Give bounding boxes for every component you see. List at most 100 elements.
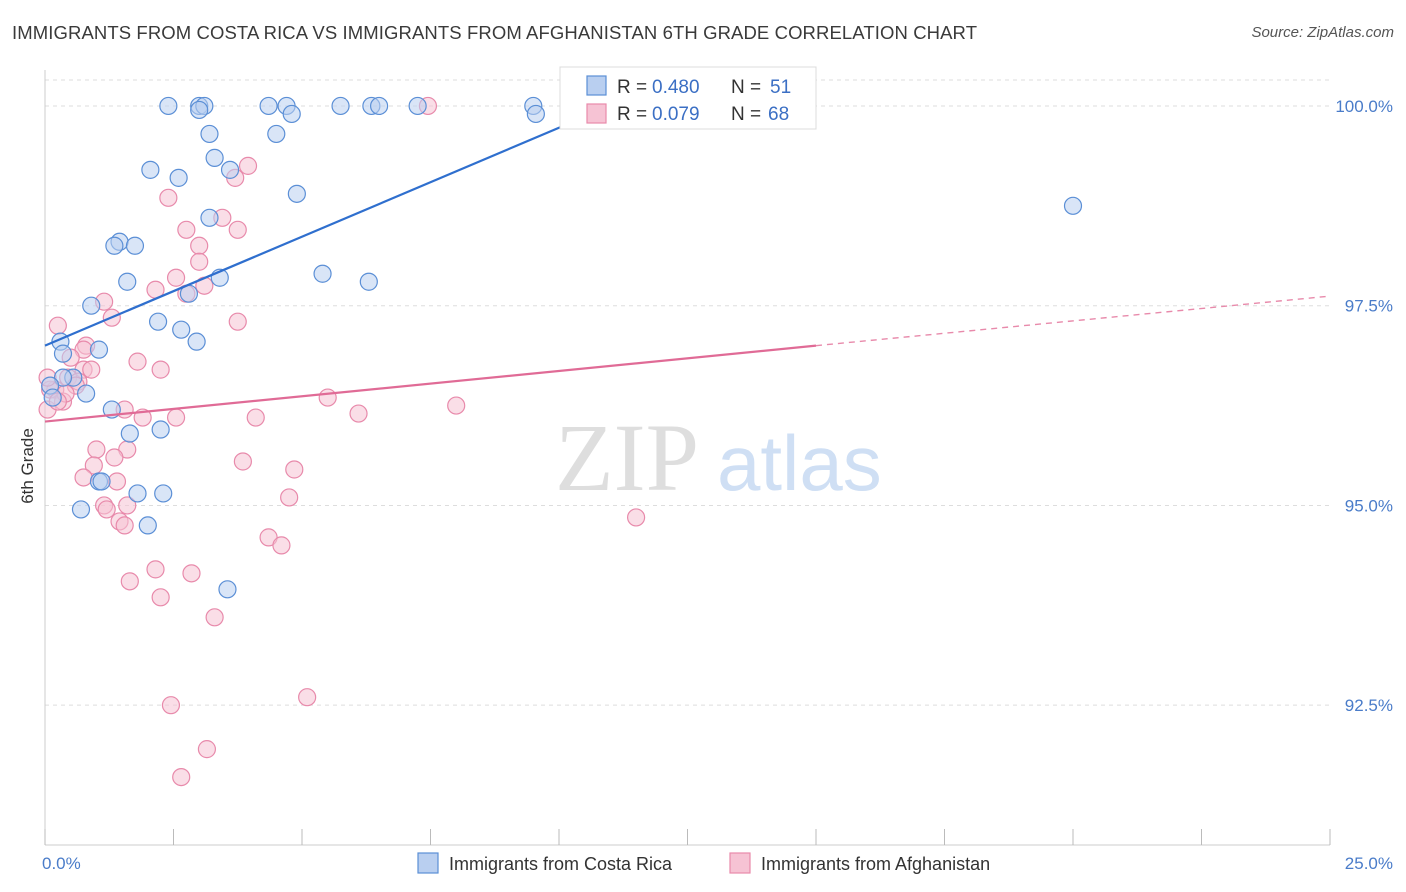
costa-rica-point — [359, 272, 378, 291]
legend-swatch-pink — [586, 103, 607, 124]
afghanistan-point — [146, 560, 165, 579]
afghanistan-point — [87, 440, 106, 459]
afghanistan-point — [82, 360, 101, 379]
costa-rica-point — [370, 96, 389, 116]
bottom-legend-swatch-pink — [729, 852, 751, 874]
costa-rica-point — [187, 332, 206, 351]
legend-r-value-1: 0.480 — [652, 77, 700, 98]
watermark-zip: ZIP — [555, 404, 699, 511]
costa-rica-point — [125, 236, 145, 255]
costa-rica-point — [200, 208, 219, 227]
afghanistan-point — [161, 696, 181, 715]
costa-rica-point — [313, 264, 332, 283]
costa-rica-point — [141, 160, 160, 179]
legend-r-value-2: 0.079 — [652, 104, 700, 125]
afghanistan-point — [447, 396, 466, 415]
costa-rica-point — [92, 472, 111, 491]
afghanistan-point — [205, 608, 224, 627]
afghanistan-point — [166, 268, 186, 287]
afghanistan-point — [177, 220, 196, 239]
costa-rica-point — [259, 96, 278, 116]
afghanistan-point — [128, 352, 147, 371]
costa-rica-point — [331, 96, 350, 116]
y-tick-label: 95.0% — [1345, 496, 1393, 515]
costa-rica-point — [77, 384, 96, 403]
afghanistan-point — [190, 252, 209, 271]
afghanistan-trend-extension — [815, 295, 1331, 347]
afghanistan-point — [105, 448, 124, 467]
legend-r-label-1: R = — [617, 77, 647, 98]
x-tick-label-min: 0.0% — [42, 854, 81, 873]
costa-rica-point — [128, 484, 147, 503]
costa-rica-point — [205, 148, 224, 167]
costa-rica-trend-line — [44, 104, 611, 347]
trend-lines — [44, 104, 1331, 423]
afghanistan-point — [280, 488, 299, 507]
costa-rica-point — [408, 96, 427, 116]
afghanistan-point — [318, 388, 337, 407]
costa-rica-point — [172, 320, 191, 339]
bottom-legend: Immigrants from Costa Rica Immigrants fr… — [417, 852, 990, 874]
costa-rica-points — [41, 96, 1083, 599]
afghanistan-point — [48, 316, 67, 335]
y-tick-labels: 92.5% 95.0% 97.5% 100.0% — [1335, 97, 1393, 715]
afghanistan-point — [238, 156, 258, 175]
afghanistan-point — [115, 516, 134, 535]
afghanistan-point — [272, 536, 291, 555]
afghanistan-point — [166, 408, 186, 427]
costa-rica-point — [71, 500, 91, 519]
afghanistan-point — [107, 472, 127, 491]
costa-rica-point — [169, 168, 188, 187]
bottom-legend-afghanistan: Immigrants from Afghanistan — [761, 854, 990, 874]
costa-rica-point — [154, 484, 173, 503]
afghanistan-point — [626, 508, 646, 527]
afghanistan-point — [151, 588, 170, 607]
costa-rica-point — [282, 104, 301, 124]
afghanistan-point — [151, 360, 170, 379]
legend-box: R = 0.480 N = 51 R = 0.079 N = 68 — [559, 66, 817, 130]
costa-rica-point — [220, 160, 240, 179]
costa-rica-point — [105, 236, 124, 255]
y-axis-label: 6th Grade — [18, 428, 37, 504]
afghanistan-point — [172, 767, 191, 787]
legend-n-value-2: 68 — [768, 104, 789, 125]
legend-n-label-1: N = — [731, 77, 761, 98]
costa-rica-point — [267, 124, 286, 144]
afghanistan-point — [197, 740, 217, 759]
source-label: Source: ZipAtlas.com — [1251, 24, 1394, 41]
costa-rica-point — [138, 516, 157, 535]
afghanistan-point — [228, 312, 247, 331]
afghanistan-point — [118, 496, 137, 515]
costa-rica-point — [200, 124, 219, 144]
afghanistan-point — [190, 236, 209, 255]
costa-rica-point — [151, 420, 170, 439]
costa-rica-point — [53, 344, 73, 363]
costa-rica-point — [120, 424, 139, 443]
x-tick-label-max: 25.0% — [1345, 854, 1393, 873]
afghanistan-point — [285, 460, 304, 479]
afghanistan-point — [233, 452, 252, 471]
y-tick-label: 100.0% — [1335, 97, 1393, 116]
legend-n-value-1: 51 — [770, 77, 791, 98]
legend-r-label-2: R = — [617, 104, 647, 125]
afghanistan-point — [74, 468, 93, 487]
chart-title: IMMIGRANTS FROM COSTA RICA VS IMMIGRANTS… — [12, 22, 978, 43]
legend-swatch-blue — [586, 75, 607, 96]
costa-rica-point — [148, 312, 168, 331]
afghanistan-point — [97, 500, 116, 519]
y-tick-label: 92.5% — [1345, 696, 1393, 715]
watermark-atlas: atlas — [717, 419, 882, 507]
legend-n-label-2: N = — [731, 104, 761, 125]
afghanistan-point — [159, 188, 178, 207]
afghanistan-point — [349, 404, 368, 423]
bottom-legend-costa-rica: Immigrants from Costa Rica — [449, 854, 673, 874]
afghanistan-point — [182, 564, 201, 583]
costa-rica-point — [526, 104, 545, 124]
afghanistan-trend-line — [44, 344, 817, 423]
costa-rica-point — [118, 272, 137, 291]
costa-rica-point — [43, 388, 62, 407]
x-tick-labels: 0.0% 25.0% — [42, 854, 1393, 873]
costa-rica-point — [287, 184, 306, 203]
costa-rica-point — [89, 340, 109, 359]
